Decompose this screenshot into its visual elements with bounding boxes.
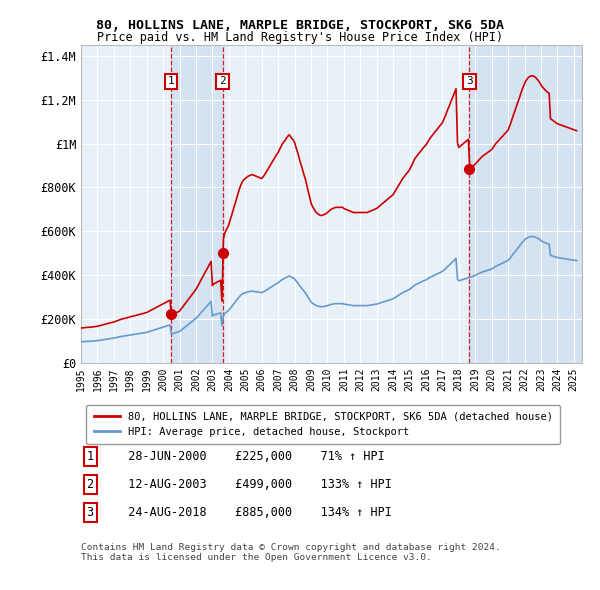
Text: 12-AUG-2003    £499,000    133% ↑ HPI: 12-AUG-2003 £499,000 133% ↑ HPI [113,478,391,491]
Text: 28-JUN-2000    £225,000    71% ↑ HPI: 28-JUN-2000 £225,000 71% ↑ HPI [113,450,385,463]
Text: 24-AUG-2018    £885,000    134% ↑ HPI: 24-AUG-2018 £885,000 134% ↑ HPI [113,506,391,519]
Text: 3: 3 [466,77,473,86]
Bar [171,45,223,363]
Text: Contains HM Land Registry data © Crown copyright and database right 2024.
This d: Contains HM Land Registry data © Crown c… [81,543,501,562]
Text: 1: 1 [168,77,175,86]
Text: Price paid vs. HM Land Registry's House Price Index (HPI): Price paid vs. HM Land Registry's House … [97,31,503,44]
Legend: 80, HOLLINS LANE, MARPLE BRIDGE, STOCKPORT, SK6 5DA (detached house), HPI: Avera: 80, HOLLINS LANE, MARPLE BRIDGE, STOCKPO… [86,405,560,444]
Text: 80, HOLLINS LANE, MARPLE BRIDGE, STOCKPORT, SK6 5DA: 80, HOLLINS LANE, MARPLE BRIDGE, STOCKPO… [96,19,504,32]
Text: 2: 2 [219,77,226,86]
Bar [469,45,582,363]
Text: 2: 2 [86,478,94,491]
Text: 3: 3 [86,506,94,519]
Text: 1: 1 [86,450,94,463]
